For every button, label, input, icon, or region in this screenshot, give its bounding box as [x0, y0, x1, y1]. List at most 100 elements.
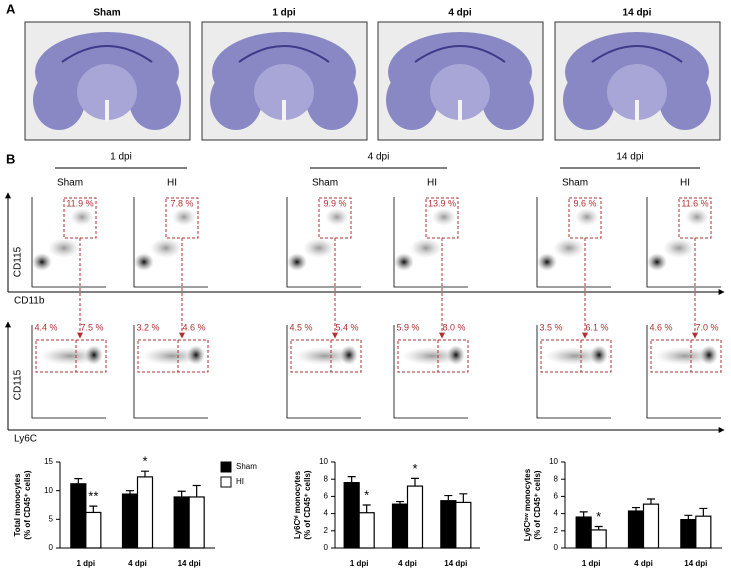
axis-label: CD115	[13, 369, 24, 400]
error-bar	[632, 506, 640, 512]
ventricle	[635, 100, 639, 122]
brain-core	[254, 64, 314, 120]
y-tick-label: 10	[549, 457, 558, 466]
error-bar	[396, 500, 404, 505]
axis-label: CD11b	[14, 296, 45, 307]
plot-axes	[536, 325, 611, 419]
gate-percent: 5.4 %	[335, 322, 358, 332]
gate-percent: 9.9 %	[323, 198, 346, 208]
gate-percent: 11.6 %	[681, 198, 708, 208]
error-bar	[89, 505, 98, 513]
y-axis-title: Ly6Cʰⁱ monocytes	[292, 470, 302, 539]
error-bar	[579, 511, 588, 518]
brain-lobe	[210, 70, 262, 130]
brain-lobe	[482, 70, 534, 130]
plot-axes	[393, 325, 468, 419]
plot-axes	[286, 325, 361, 419]
significance: *	[596, 509, 601, 524]
plot-title: HI	[427, 178, 437, 189]
group-title: 14 dpi	[616, 152, 643, 163]
x-tick-label: 14 dpi	[444, 559, 467, 568]
y-tick-label: 6	[554, 492, 559, 501]
brain-lobe	[563, 70, 615, 130]
gate-percent: 9.6 %	[573, 198, 596, 208]
error-bar	[177, 490, 186, 497]
bar	[406, 485, 424, 549]
plot-title: Sham	[562, 178, 588, 189]
gate-percent: 7.8 %	[170, 198, 193, 208]
significance: **	[88, 489, 98, 504]
legend-label: Sham	[236, 462, 257, 471]
significance: *	[412, 461, 417, 476]
density	[32, 253, 52, 271]
brain-lobe	[386, 70, 438, 130]
panel-label: A	[6, 1, 16, 16]
x-tick-label: 4 dpi	[398, 559, 417, 568]
y-tick-label: 2	[554, 526, 559, 535]
plot-axes	[133, 325, 208, 419]
brain-lobe	[659, 70, 711, 130]
error-bar	[647, 498, 655, 505]
y-axis-title: Total monocytes	[13, 473, 22, 537]
bar	[590, 529, 607, 549]
gate	[540, 339, 612, 373]
error-bar	[141, 470, 149, 477]
bar	[680, 519, 697, 549]
plot-title: Sham	[312, 178, 338, 189]
error-bar	[594, 525, 603, 530]
gate-percent: 5.9 %	[396, 322, 419, 332]
gate	[35, 339, 107, 373]
density	[134, 253, 154, 271]
y-axis-title: (% of CD45⁺ cells)	[303, 470, 312, 539]
gate-percent: 4.5 %	[289, 322, 312, 332]
bar	[85, 511, 102, 549]
x-tick-label: 4 dpi	[128, 559, 147, 568]
y-tick-label: 8	[324, 474, 329, 483]
ventricle	[458, 100, 462, 122]
significance: *	[142, 454, 147, 469]
bar	[391, 503, 409, 549]
bar	[136, 476, 154, 549]
plot-axes	[31, 325, 106, 419]
y-tick-label: 0	[324, 543, 329, 552]
density	[187, 345, 205, 365]
plot-axes	[646, 197, 721, 288]
axis-label: CD115	[13, 246, 24, 277]
density	[545, 347, 605, 365]
y-tick-label: 6	[324, 492, 329, 501]
x-tick-label: 1 dpi	[582, 559, 601, 568]
bar	[695, 515, 712, 549]
density	[142, 347, 202, 365]
gate-percent: 4.6 %	[182, 322, 205, 332]
axis-label: Ly6C	[14, 434, 37, 445]
density	[303, 238, 335, 258]
brain-core	[607, 64, 667, 120]
y-tick-label: 0	[554, 543, 559, 552]
y-tick-label: 15	[44, 457, 53, 466]
gate	[397, 339, 469, 373]
error-bar	[362, 504, 371, 513]
gate-percent: 11.9 %	[66, 198, 93, 208]
x-tick-label: 4 dpi	[634, 559, 653, 568]
legend-label: HI	[236, 477, 244, 486]
density	[402, 347, 462, 365]
y-tick-label: 8	[554, 474, 559, 483]
x-tick-label: 14 dpi	[684, 559, 707, 568]
x-tick-label: 1 dpi	[76, 559, 95, 568]
brain-core	[77, 64, 137, 120]
plot-title: HI	[680, 178, 690, 189]
gate-percent: 3.2 %	[136, 322, 159, 332]
image-label: 4 dpi	[448, 8, 472, 19]
y-tick-label: 10	[44, 486, 53, 495]
density	[40, 347, 100, 365]
error-bar	[444, 494, 453, 501]
density	[287, 253, 307, 271]
bar	[70, 483, 87, 549]
plot-axes	[133, 197, 208, 288]
error-bar	[74, 478, 83, 484]
error-bar	[411, 477, 419, 487]
density	[647, 253, 667, 271]
hippocampus	[61, 45, 153, 63]
gate-percent: 7.0 %	[695, 322, 718, 332]
